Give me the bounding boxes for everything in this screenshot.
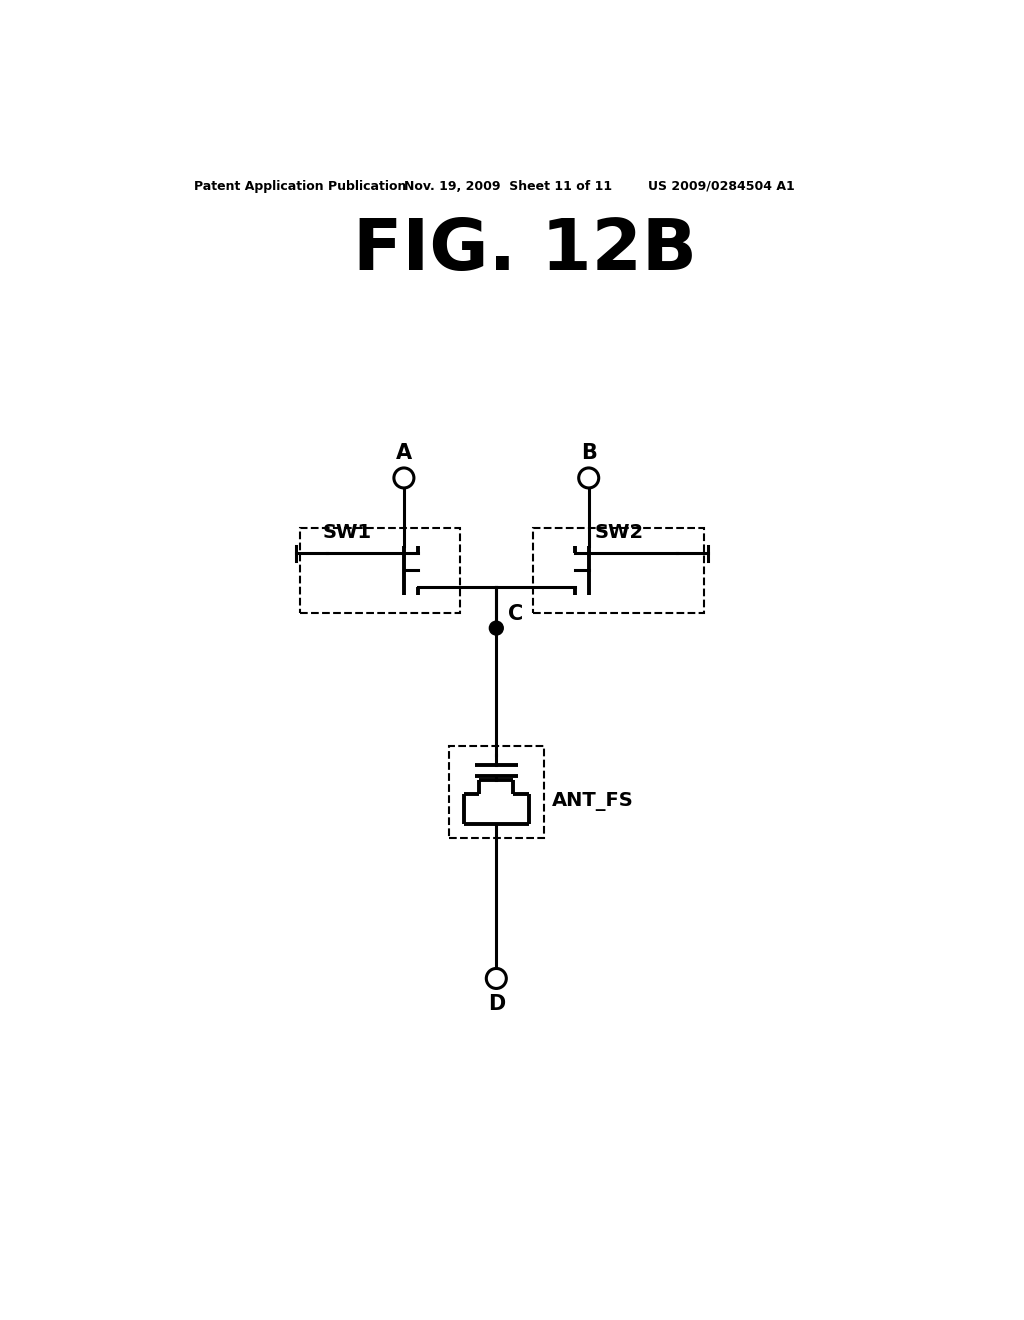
- Text: FIG. 12B: FIG. 12B: [353, 216, 696, 285]
- Text: B: B: [581, 442, 597, 462]
- Text: SW2: SW2: [595, 523, 644, 541]
- Bar: [300, 528, 460, 612]
- Circle shape: [489, 622, 503, 635]
- Text: Nov. 19, 2009  Sheet 11 of 11: Nov. 19, 2009 Sheet 11 of 11: [403, 180, 612, 193]
- Text: D: D: [487, 994, 505, 1014]
- Text: C: C: [508, 605, 523, 624]
- Text: Patent Application Publication: Patent Application Publication: [194, 180, 407, 193]
- Text: ANT_FS: ANT_FS: [552, 792, 634, 810]
- Text: A: A: [396, 442, 412, 462]
- Text: US 2009/0284504 A1: US 2009/0284504 A1: [648, 180, 795, 193]
- Text: SW1: SW1: [323, 523, 372, 541]
- Bar: [449, 746, 544, 838]
- Bar: [532, 528, 705, 612]
